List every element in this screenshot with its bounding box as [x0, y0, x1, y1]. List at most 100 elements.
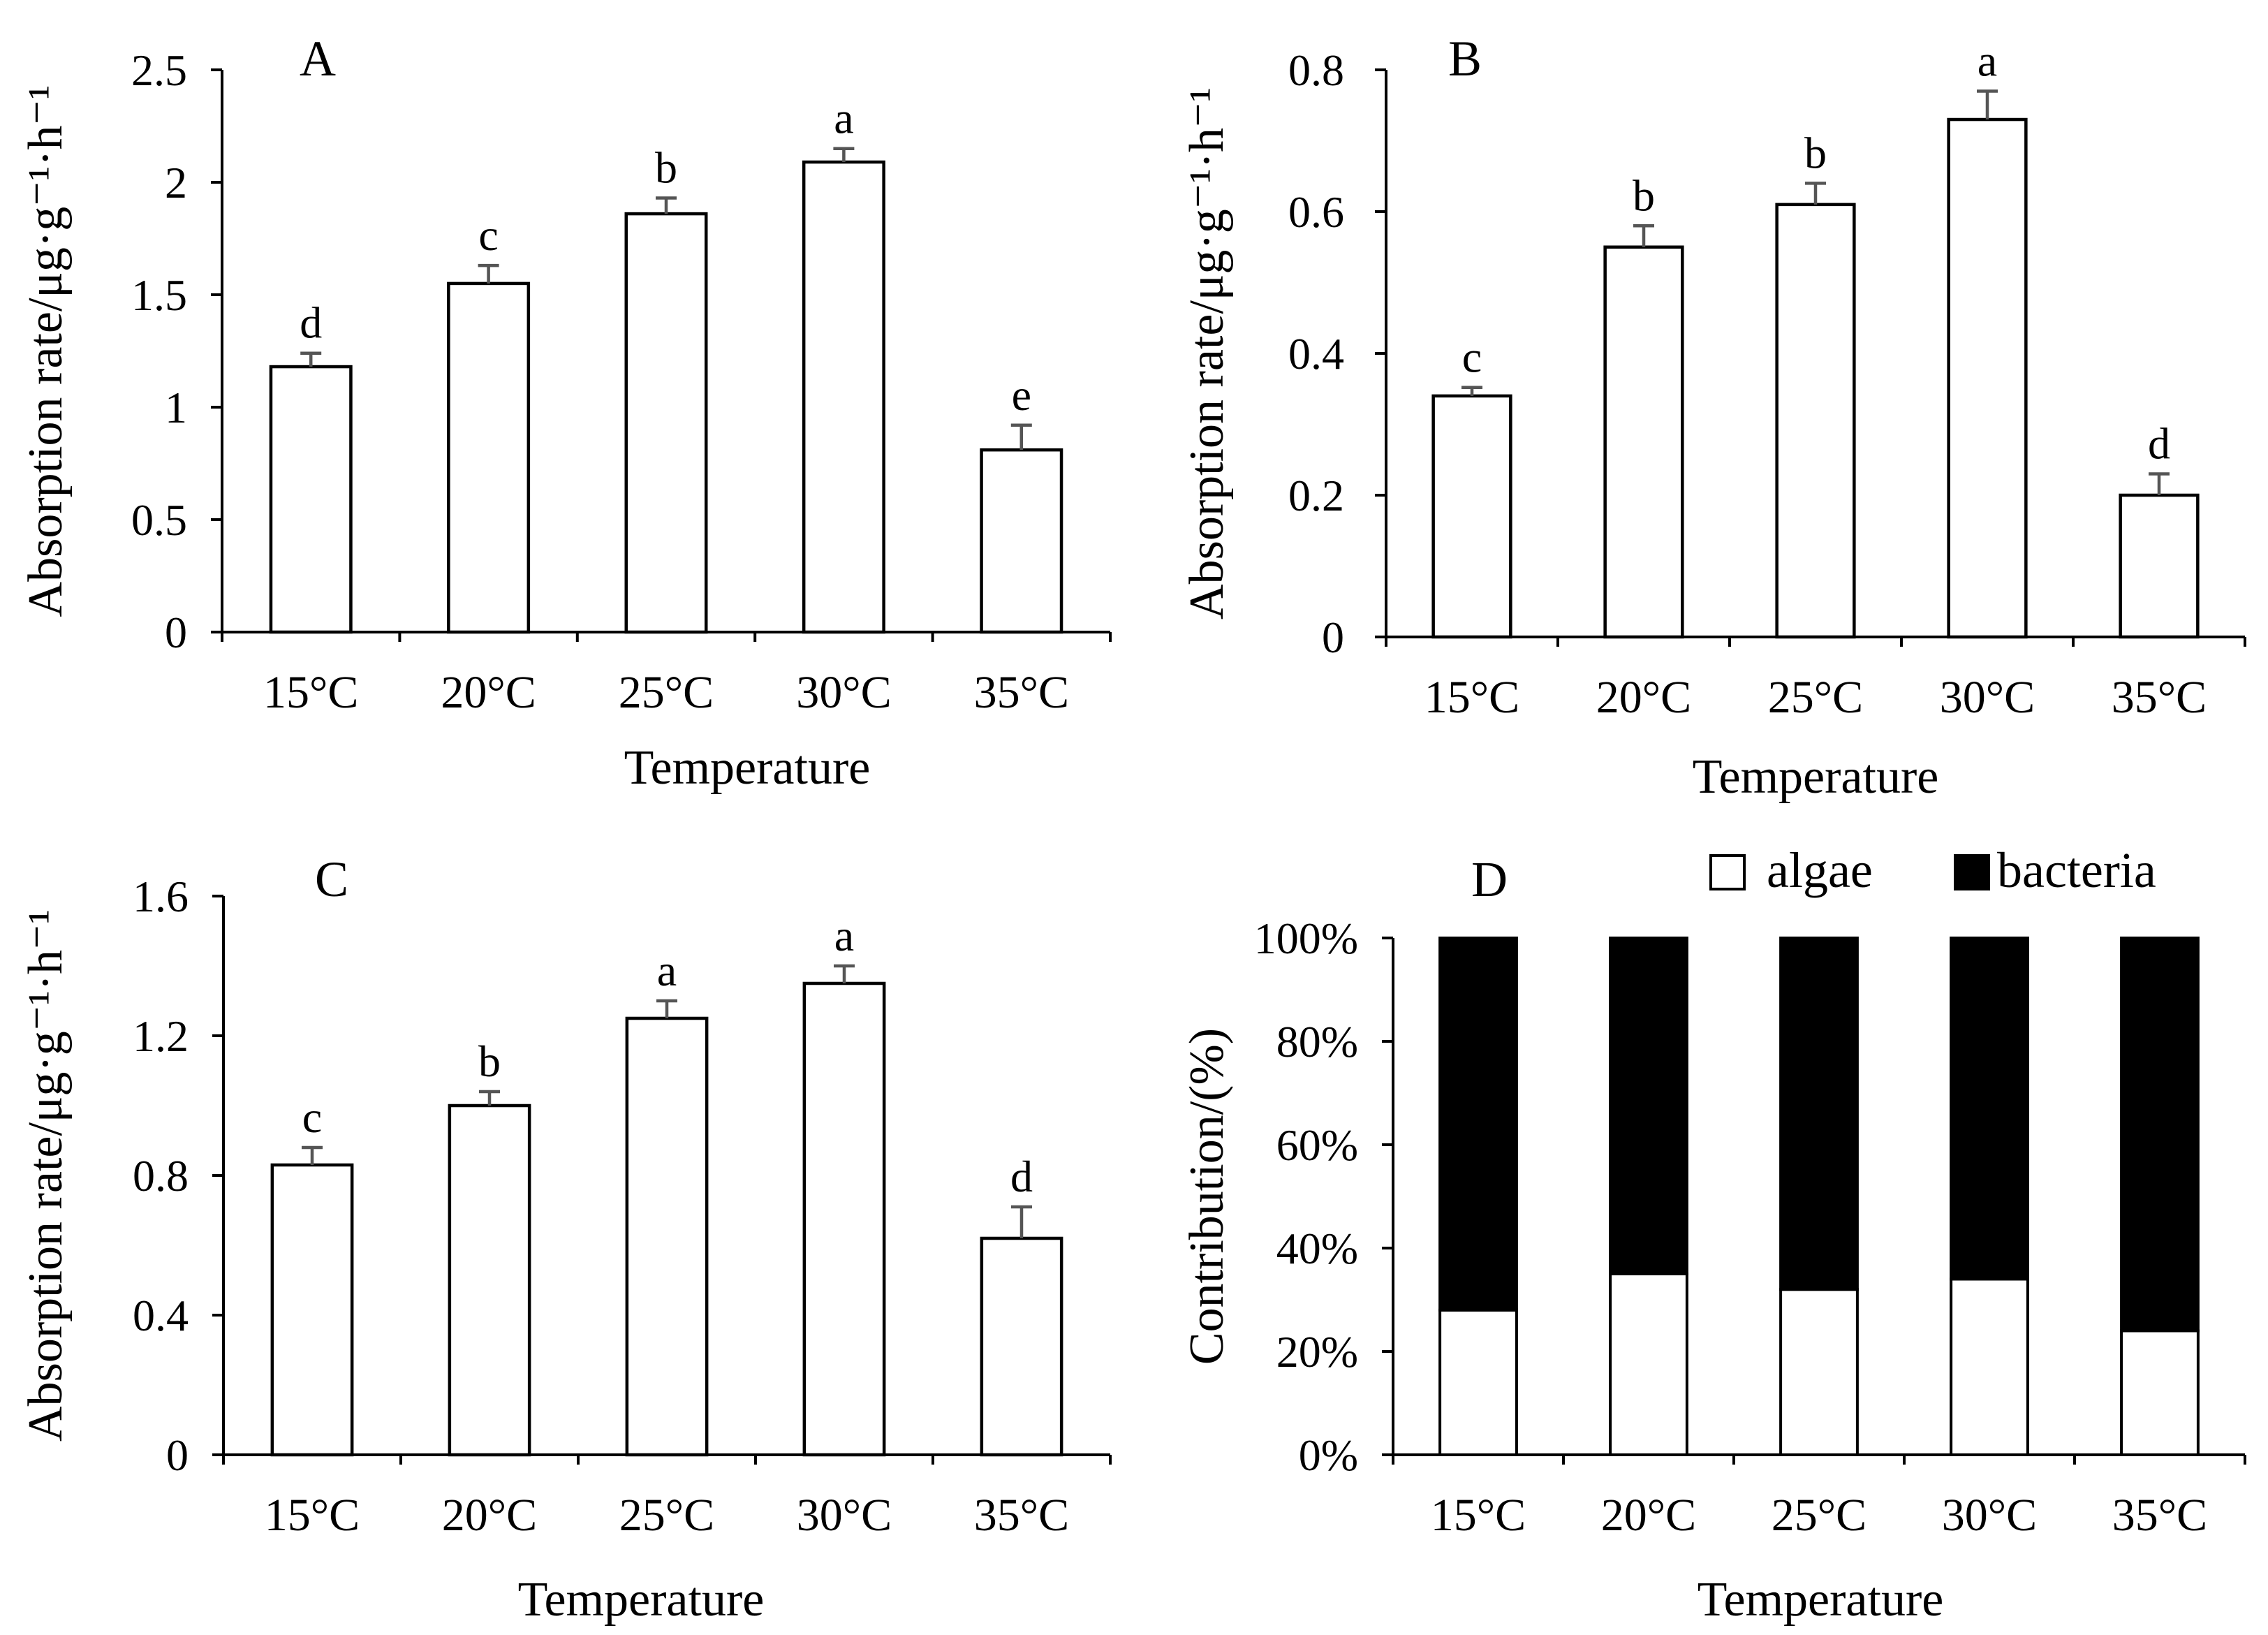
panel-a-ytick-label: 1 [165, 383, 187, 432]
panel-d-bar-algae [1438, 1308, 1518, 1457]
panel-c-title: C [315, 851, 348, 907]
panel-d-y-axis-title: Contribution/(%) [1180, 1028, 1234, 1365]
panel-a-title: A [300, 31, 336, 87]
panel-b-significance-label: b [1804, 128, 1827, 177]
panel-a-bar [980, 448, 1063, 634]
panel-c-bar [270, 1163, 354, 1457]
panel-b-ytick-label: 0.8 [1288, 45, 1344, 95]
panel-d-bar-bacteria [1438, 937, 1518, 1312]
panel-b-chart: 0 0.2 0.4 0.6 0.8 c 15°C b 20°C b 25°C a 30°C d 35°C B T… [1180, 31, 2246, 804]
panel-a-ytick-label: 2.5 [131, 45, 187, 95]
panel-a-ytick-label: 0.5 [131, 495, 187, 545]
panel-b-xtick-label: 15°C [1424, 672, 1519, 723]
panel-a-significance-label: c [478, 210, 498, 260]
panel-d-title: D [1471, 851, 1508, 907]
panel-b-ytick-label: 0.6 [1288, 187, 1344, 237]
panel-a-xtick-label: 15°C [263, 667, 358, 718]
panel-d-ytick-label: 40% [1276, 1224, 1358, 1273]
panel-a-significance-label: b [655, 143, 677, 193]
panel-a-ytick-label: 0 [165, 608, 187, 657]
panel-c-bar [448, 1104, 531, 1457]
panel-a-xtick-label: 20°C [441, 667, 536, 718]
panel-c-ytick-label: 1.2 [133, 1011, 189, 1061]
panel-a-significance-label: d [300, 298, 322, 348]
panel-c-ytick-label: 0.8 [133, 1151, 189, 1201]
panel-b-significance-label: d [2148, 419, 2170, 469]
panel-b-significance-label: c [1462, 332, 1482, 382]
panel-d-chart: 0% 20% 40% 60% 80% 100% 15°C 20°C 25°C 30°C 35°C D T… [1180, 842, 2246, 1627]
panel-b-y-axis-title: Absorption rate/μg·g⁻¹·h⁻¹ [1180, 87, 1234, 619]
panel-c-significance-label: c [302, 1092, 322, 1142]
panel-d-ytick-label: 80% [1276, 1017, 1358, 1066]
panel-b-significance-label: a [1978, 36, 1997, 85]
panel-b-bar [1947, 117, 2028, 639]
panel-a-xtick-label: 25°C [619, 667, 714, 718]
panel-d-bar-algae [1950, 1277, 2029, 1457]
panel-c-xtick-label: 30°C [797, 1490, 892, 1541]
panel-c-ytick-label: 0 [166, 1430, 189, 1480]
panel-d-legend: algae bacteria [1709, 842, 2156, 898]
panel-c-xtick-label: 15°C [265, 1490, 360, 1541]
panel-d-xtick-label: 35°C [2112, 1490, 2207, 1541]
panel-a-significance-label: a [834, 94, 853, 143]
panel-d-bar-bacteria [2120, 937, 2200, 1333]
panel-b-bar [1431, 394, 1512, 639]
panel-d-bar-algae [1609, 1273, 1688, 1456]
panel-a-ytick-label: 1.5 [131, 270, 187, 320]
panel-a-significance-label: e [1012, 370, 1031, 420]
panel-b-ytick-label: 0 [1322, 613, 1344, 662]
panel-d-bar-bacteria [1950, 937, 2029, 1281]
panel-c-x-axis-title: Temperature [518, 1573, 765, 1627]
legend-label-bacteria: bacteria [1997, 842, 2156, 898]
panel-d-xtick-label: 15°C [1431, 1490, 1526, 1541]
panel-d-ytick-label: 20% [1276, 1327, 1358, 1377]
panel-b-bar [2119, 493, 2200, 639]
panel-b-bar [1775, 203, 1856, 639]
panel-c-bar [625, 1016, 709, 1457]
panel-d-bar-algae [1779, 1288, 1859, 1456]
panel-a-x-axis-title: Temperature [624, 741, 871, 795]
panel-c-bar [980, 1236, 1063, 1457]
panel-d-ytick-label: 0% [1299, 1430, 1358, 1480]
panel-c-xtick-label: 25°C [619, 1490, 714, 1541]
panel-c-chart: 0 0.4 0.8 1.2 1.6 c 15°C b 20°C a 25°C a 30°C d 35°C C T… [19, 851, 1112, 1627]
panel-b-title: B [1448, 31, 1482, 87]
panel-a-bar [269, 365, 353, 634]
panel-c-significance-label: d [1010, 1152, 1033, 1201]
panel-b-ytick-label: 0.2 [1288, 471, 1344, 520]
panel-a-xtick-label: 30°C [796, 667, 891, 718]
panel-b-xtick-label: 35°C [2112, 672, 2207, 723]
panel-b-significance-label: b [1633, 170, 1655, 220]
panel-d-x-axis-title: Temperature [1698, 1573, 1944, 1627]
panel-a-ytick-label: 2 [165, 158, 187, 207]
panel-c-significance-label: b [478, 1036, 501, 1086]
legend-swatch-algae [1709, 854, 1746, 890]
panel-b-xtick-label: 25°C [1768, 672, 1863, 723]
panel-d-ytick-label: 100% [1254, 914, 1358, 963]
panel-b-x-axis-title: Temperature [1693, 750, 1939, 804]
panel-c-significance-label: a [657, 946, 677, 995]
panel-a-bar [802, 160, 885, 634]
panel-d-xtick-label: 25°C [1772, 1490, 1866, 1541]
panel-c-significance-label: a [834, 911, 854, 960]
panel-d-ytick-label: 60% [1276, 1120, 1358, 1170]
legend-swatch-bacteria [1954, 854, 1990, 890]
panel-d-bar-algae [2120, 1329, 2200, 1457]
panel-d-xtick-label: 30°C [1942, 1490, 2037, 1541]
panel-a-bar [447, 281, 531, 634]
panel-b-xtick-label: 30°C [1940, 672, 2035, 723]
panel-a-y-axis-title: Absorption rate/μg·g⁻¹·h⁻¹ [19, 85, 73, 617]
panel-a-chart: 0 0.5 1 1.5 2 2.5 d 15°C c 20°C b 25°C a 30°C e 35°C A Te… [19, 31, 1112, 795]
panel-a-bar [624, 212, 708, 634]
panel-d-bar-bacteria [1609, 937, 1688, 1275]
legend-label-algae: algae [1767, 842, 1873, 898]
panel-d-xtick-label: 20°C [1601, 1490, 1696, 1541]
panel-c-xtick-label: 35°C [974, 1490, 1069, 1541]
panel-d-bar-bacteria [1779, 937, 1859, 1291]
panel-c-xtick-label: 20°C [442, 1490, 537, 1541]
panel-b-bar [1603, 245, 1684, 639]
panel-a-xtick-label: 35°C [974, 667, 1069, 718]
panel-b-xtick-label: 20°C [1596, 672, 1691, 723]
panel-b-ytick-label: 0.4 [1288, 329, 1344, 379]
